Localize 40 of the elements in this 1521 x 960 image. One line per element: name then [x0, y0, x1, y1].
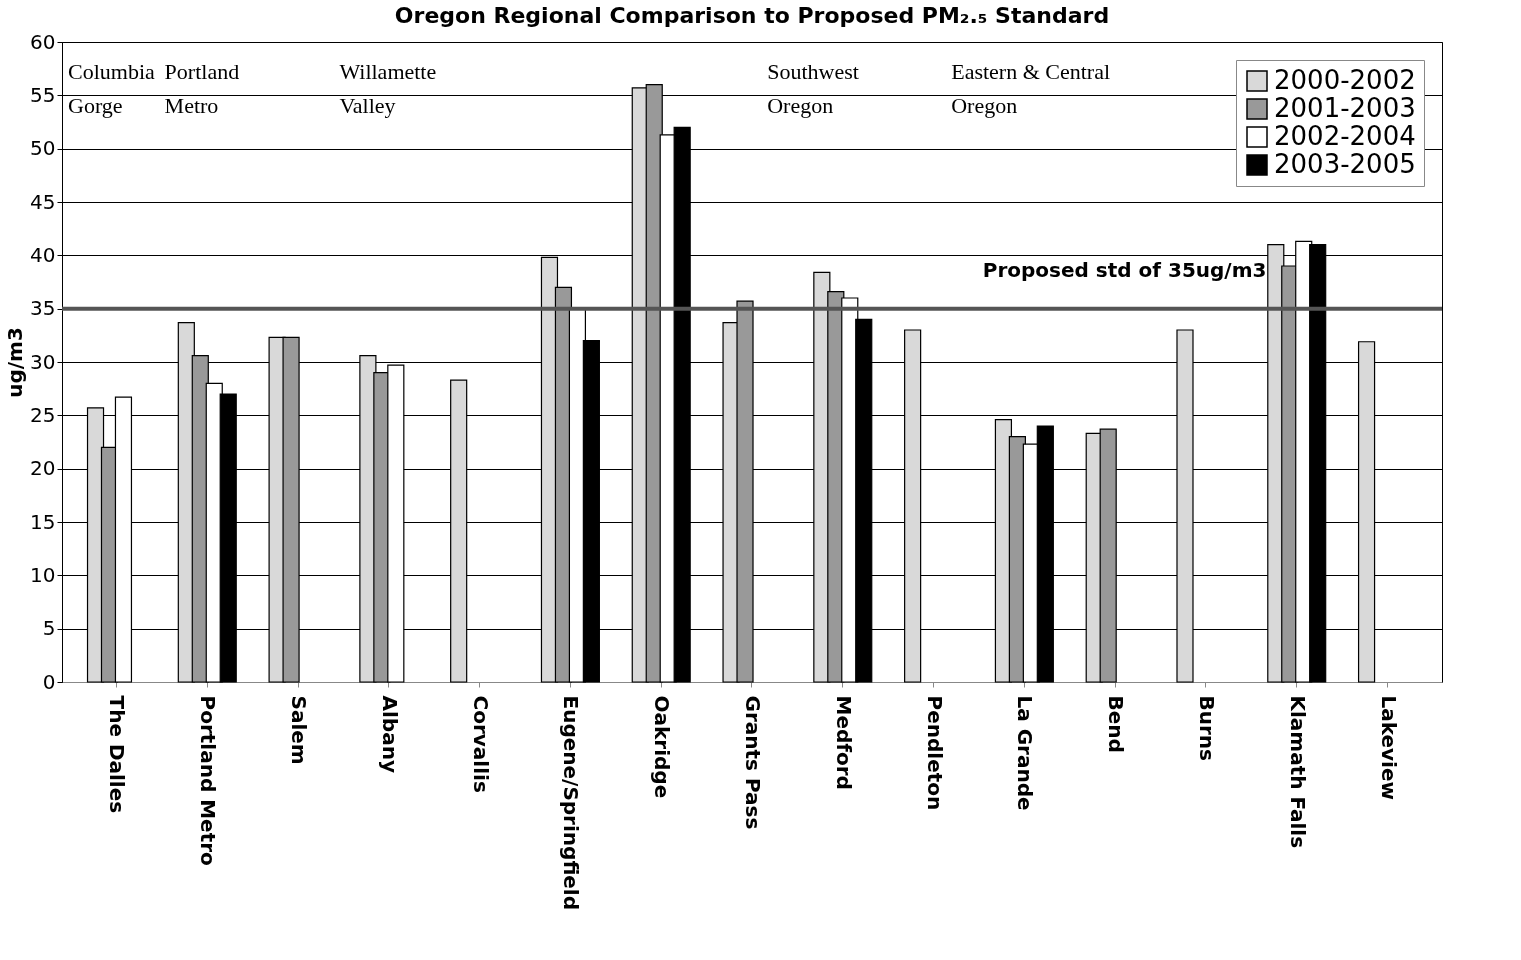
x-tick-label: Grants Pass: [741, 695, 765, 830]
x-tick-label: Medford: [831, 695, 856, 790]
x-tick-label: Lakeview: [1376, 695, 1401, 801]
chart-title: Oregon Regional Comparison to Proposed PM₂.₅ Standard: [394, 3, 1110, 28]
x-tick-label: Pendleton: [922, 695, 947, 811]
x-tick-label: Eugene/Springfield: [559, 695, 584, 910]
y-tick-label: 10: [30, 562, 56, 587]
legend-label: 2003-2005: [1274, 149, 1416, 179]
y-tick-label: 30: [30, 349, 56, 374]
y-tick-label: 45: [30, 189, 56, 214]
annotation: Eastern & Central Oregon: [951, 59, 1111, 118]
x-tick-label: Oakridge: [650, 695, 675, 799]
x-tick-label: Corvallis: [468, 695, 493, 793]
y-tick-label: 40: [30, 242, 56, 267]
annotation: Willamette Valley: [339, 59, 437, 118]
y-tick-label: 60: [30, 29, 56, 54]
y-axis-title: ug/m3: [3, 327, 28, 398]
legend-label: 2000-2002: [1274, 65, 1416, 95]
legend-label: 2001-2003: [1274, 93, 1416, 123]
y-tick-label: 55: [30, 82, 56, 107]
y-tick-label: 20: [30, 456, 56, 481]
x-tick-label: Burns: [1194, 695, 1219, 761]
y-tick-label: 0: [42, 669, 56, 694]
legend-label: 2002-2004: [1274, 121, 1416, 151]
annotation: Portland Metro: [164, 59, 240, 118]
x-tick-label: Salem: [287, 695, 312, 765]
y-tick-label: 35: [30, 296, 56, 321]
x-tick-label: The Dalles: [105, 695, 130, 814]
x-tick-label: Bend: [1104, 695, 1129, 753]
y-tick-label: 25: [30, 402, 56, 427]
x-tick-label: Klamath Falls: [1285, 695, 1310, 849]
x-tick-label: Albany: [377, 695, 402, 773]
x-tick-label: Portland Metro: [196, 695, 221, 866]
y-tick-label: 5: [42, 616, 56, 641]
annotation: Southwest Oregon: [767, 59, 859, 118]
x-tick-label: La Grande: [1013, 695, 1038, 811]
y-tick-label: 50: [30, 136, 56, 161]
ref-line-label: Proposed std of 35ug/m3: [982, 257, 1267, 282]
y-tick-label: 15: [30, 509, 56, 534]
annotation: Columbia Gorge: [68, 59, 156, 118]
